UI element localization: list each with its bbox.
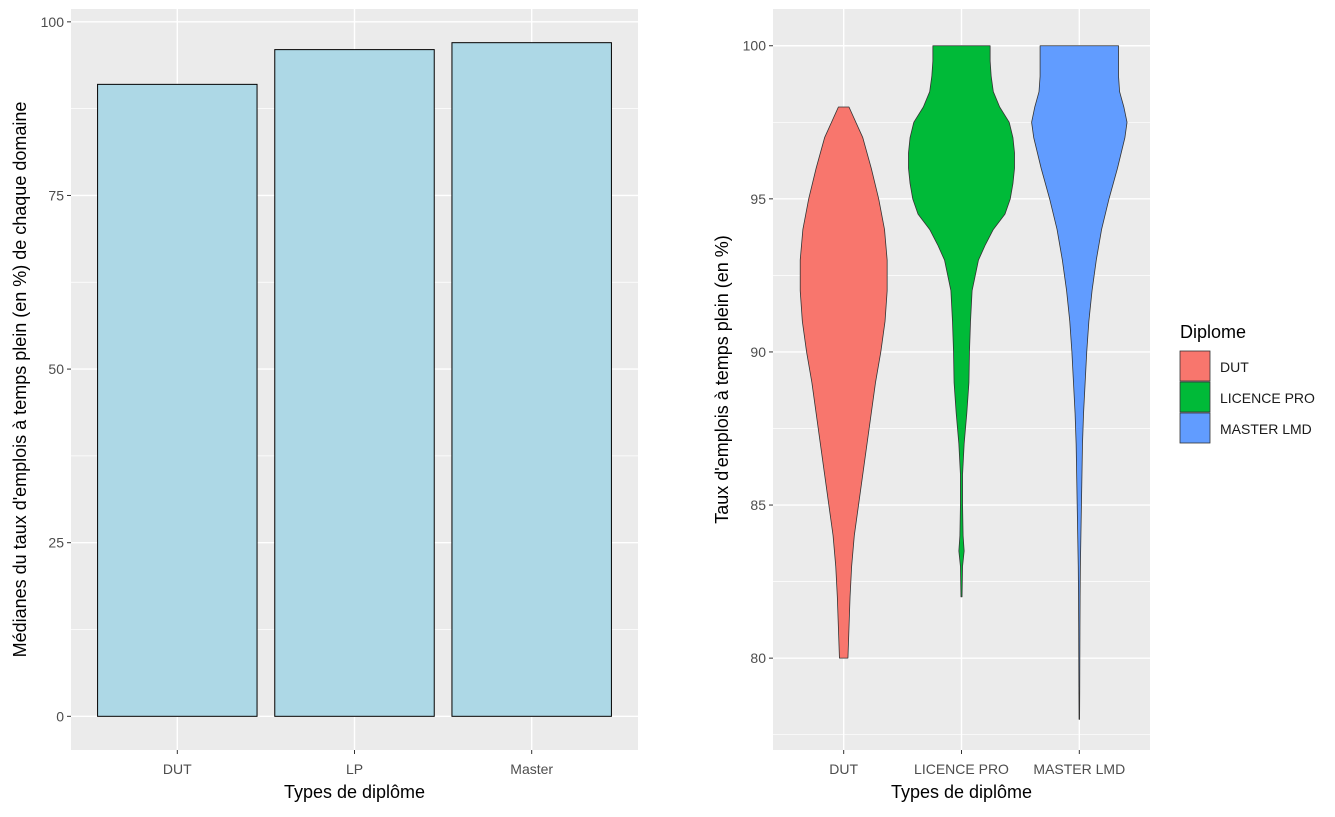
bar-lp xyxy=(274,49,435,717)
bar-chart-bars xyxy=(97,42,612,717)
legend-title: Diplome xyxy=(1180,322,1246,342)
violin-chart-x-tick-label: DUT xyxy=(829,761,858,777)
bar-chart-x-tick-label: Master xyxy=(510,761,553,777)
violin-chart-x-tick-label: LICENCE PRO xyxy=(914,761,1009,777)
violin-chart-violins xyxy=(799,45,1128,720)
violin-chart-y-tick-label: 80 xyxy=(750,650,766,666)
bar-chart-y-axis-title: Médianes du taux d'emplois à temps plein… xyxy=(10,102,30,658)
violin-chart-y-tick-label: 90 xyxy=(750,344,766,360)
bar-chart-x-axis-title: Types de diplôme xyxy=(284,782,425,802)
violin-chart-x-ticks: DUT LICENCE PRO MASTER LMD xyxy=(829,750,1125,777)
legend-items: DUT LICENCE PRO MASTER LMD xyxy=(1179,350,1315,444)
violin-chart-y-tick-label: 85 xyxy=(750,497,766,513)
bar-chart-x-tick-label: DUT xyxy=(163,761,192,777)
violin-chart-y-tick-label: 95 xyxy=(750,191,766,207)
bar-chart-y-tick-label: 50 xyxy=(48,361,64,377)
legend-label-licence-pro: LICENCE PRO xyxy=(1220,390,1315,406)
violin-chart-panel: 80 85 90 95 100 DUT LICENCE PRO MASTER LMD Typ… xyxy=(712,9,1150,802)
bar-chart-y-tick-label: 75 xyxy=(48,187,64,203)
violin-master-lmd xyxy=(1031,45,1128,720)
violin-licence-pro xyxy=(908,45,1015,598)
legend-key-master-lmd xyxy=(1179,412,1211,444)
violin-chart-x-axis-title: Types de diplôme xyxy=(891,782,1032,802)
legend-key-dut xyxy=(1179,350,1211,382)
violin-chart-y-tick-label: 100 xyxy=(743,38,767,54)
legend-key-licence-pro xyxy=(1179,381,1211,413)
bar-dut xyxy=(97,83,258,717)
legend: Diplome DUT LICENCE PRO MASTER LMD xyxy=(1179,322,1315,444)
violin-chart-y-ticks: 80 85 90 95 100 xyxy=(743,38,773,666)
bar-chart-y-tick-label: 25 xyxy=(48,535,64,551)
bar-chart-y-tick-label: 0 xyxy=(56,708,64,724)
bar-master xyxy=(451,42,612,717)
legend-label-dut: DUT xyxy=(1220,359,1249,375)
legend-label-master-lmd: MASTER LMD xyxy=(1220,421,1312,437)
bar-chart-y-tick-label: 100 xyxy=(41,14,65,30)
violin-chart-x-tick-label: MASTER LMD xyxy=(1033,761,1125,777)
violin-chart-y-axis-title: Taux d'emplois à temps plein (en %) xyxy=(712,235,732,524)
bar-chart-x-tick-label: LP xyxy=(346,761,363,777)
bar-chart-y-ticks: 0 25 50 75 100 xyxy=(41,14,71,724)
violin-dut xyxy=(799,106,888,659)
bar-chart-x-ticks: DUT LP Master xyxy=(163,750,553,777)
